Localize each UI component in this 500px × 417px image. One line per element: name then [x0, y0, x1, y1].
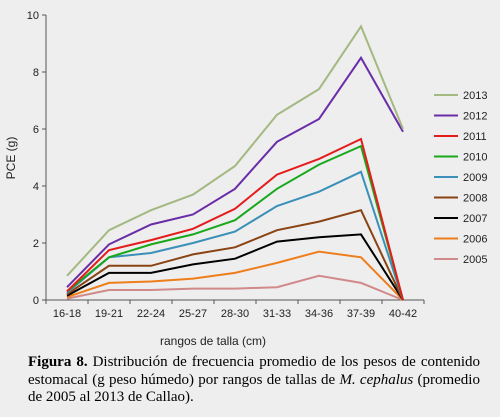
chart-series	[66, 24, 404, 301]
x-tick-label: 31-33	[263, 308, 291, 320]
series-line-2012	[66, 55, 404, 288]
legend-label: 2009	[463, 172, 487, 184]
legend-item-2008: 2008	[434, 193, 487, 205]
legend-label: 2005	[463, 254, 487, 266]
series-line-2008	[66, 209, 404, 301]
x-tick-label: 19-21	[95, 308, 123, 320]
x-tick-label: 28-30	[221, 308, 249, 320]
legend-label: 2011	[463, 131, 487, 143]
legend-item-2013: 2013	[434, 90, 487, 102]
y-tick-label: 6	[33, 124, 39, 136]
caption-label: Figura 8.	[28, 354, 88, 370]
legend-item-2009: 2009	[434, 172, 487, 184]
y-tick-label: 10	[27, 10, 39, 22]
caption-text-after: (promedio de 2005 al 2013 de Callao).	[28, 371, 480, 406]
x-tick-label: 16-18	[53, 308, 81, 320]
y-tick-label: 8	[33, 67, 39, 79]
legend-label: 2006	[463, 234, 487, 246]
x-tick-label: 25-27	[179, 308, 207, 320]
series-line-2013	[66, 24, 404, 277]
y-axis-label: PCE (g)	[4, 137, 18, 180]
legend-label: 2010	[463, 152, 487, 164]
legend-item-2005: 2005	[434, 254, 487, 266]
figure-caption: Figura 8. Distribución de frecuencia pro…	[28, 354, 480, 407]
caption-species: M. cephalus	[339, 371, 414, 388]
y-tick-label: 2	[33, 238, 39, 250]
y-tick-label: 0	[33, 295, 39, 307]
series-line-2011	[66, 137, 404, 301]
legend-item-2012: 2012	[434, 111, 487, 123]
line-chart: 0 2 4 6 8 10 16-18 19-21 22-24 25-27 28-30 31-33 34-…	[4, 10, 487, 348]
series-line-2009	[66, 170, 404, 301]
x-tick-label: 34-36	[305, 308, 333, 320]
legend-item-2007: 2007	[434, 213, 487, 225]
legend-item-2010: 2010	[434, 152, 487, 164]
legend-label: 2013	[463, 90, 487, 102]
series-line-2007	[66, 233, 404, 301]
series-line-2006	[66, 250, 404, 301]
x-tick-label: 40-42	[389, 308, 417, 320]
y-tick-label: 4	[33, 181, 39, 193]
chart-axes: 0 2 4 6 8 10 16-18 19-21 22-24 25-27 28-30 31-33 34-…	[27, 10, 425, 320]
legend-label: 2012	[463, 111, 487, 123]
legend-item-2006: 2006	[434, 234, 487, 246]
legend-item-2011: 2011	[434, 131, 487, 143]
series-line-2005	[66, 274, 404, 301]
series-line-2010	[66, 144, 404, 301]
x-tick-label: 37-39	[347, 308, 375, 320]
legend-label: 2008	[463, 193, 487, 205]
chart-legend: 2013 2012 2011 2010 2009 2008 2007 2006 2005	[434, 90, 487, 266]
caption-text-before: Distribución de frecuencia promedio de l…	[28, 354, 480, 388]
x-axis-label: rangos de talla (cm)	[160, 334, 266, 348]
legend-label: 2007	[463, 213, 487, 225]
x-tick-label: 22-24	[137, 308, 165, 320]
